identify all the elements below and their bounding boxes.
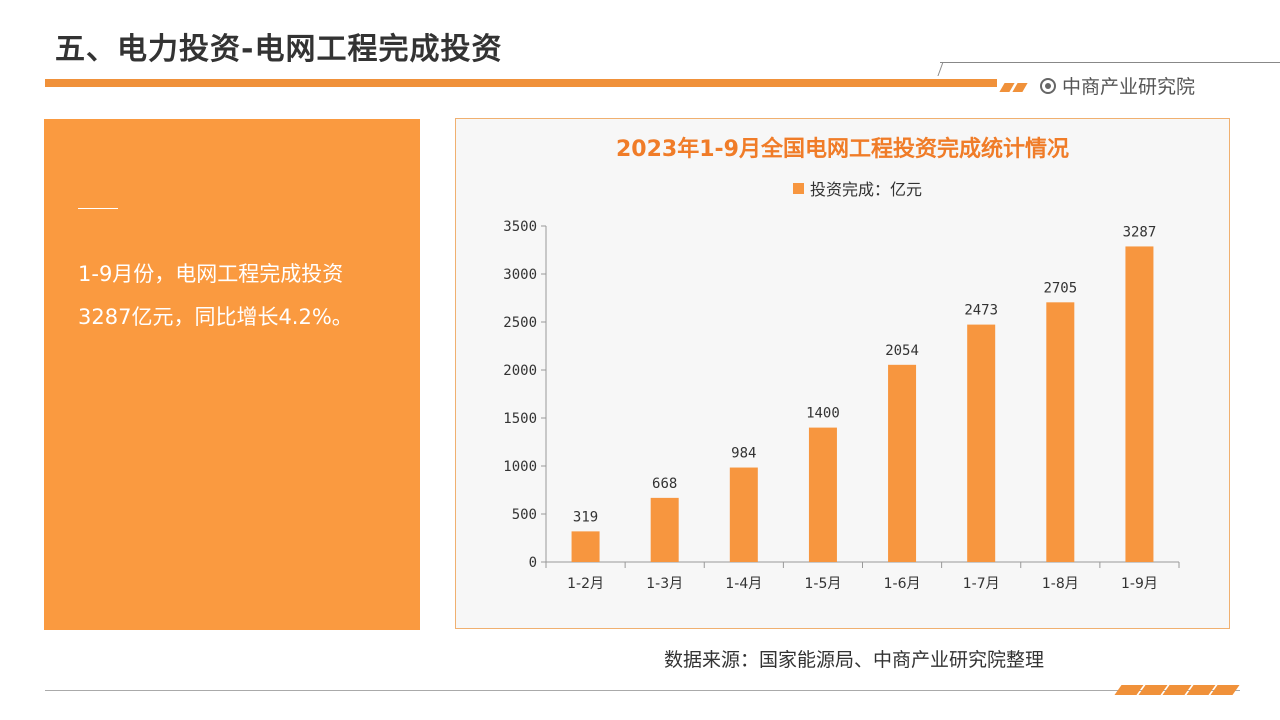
footer-line bbox=[45, 690, 1240, 691]
data-label: 2705 bbox=[1043, 280, 1077, 296]
bar-1-2月 bbox=[571, 531, 600, 562]
legend-label: 投资完成：亿元 bbox=[810, 180, 923, 199]
data-label: 3287 bbox=[1123, 224, 1157, 240]
y-tick-label: 0 bbox=[529, 555, 537, 571]
y-tick-label: 2500 bbox=[503, 315, 537, 331]
data-label: 2473 bbox=[964, 303, 998, 319]
bar-1-9月 bbox=[1125, 246, 1154, 562]
bar-1-5月 bbox=[808, 427, 837, 562]
header-divider-tick bbox=[937, 62, 944, 76]
bar-1-3月 bbox=[650, 497, 679, 562]
x-tick-label: 1-9月 bbox=[1121, 576, 1158, 592]
brand-logo: 中商产业研究院 bbox=[1040, 72, 1195, 99]
x-tick-label: 1-2月 bbox=[567, 576, 604, 592]
x-tick-label: 1-4月 bbox=[725, 576, 762, 592]
bar-1-4月 bbox=[729, 467, 758, 562]
summary-panel: 1-9月份，电网工程完成投资 3287亿元，同比增长4.2%。 bbox=[44, 119, 420, 630]
header-divider-line bbox=[940, 62, 1280, 63]
x-tick-label: 1-3月 bbox=[646, 576, 683, 592]
chart-panel: 2023年1-9月全国电网工程投资完成统计情况 投资完成：亿元 0 500 1000… bbox=[455, 118, 1230, 629]
chart-legend: 投资完成：亿元 bbox=[793, 176, 922, 200]
summary-line-2: 3287亿元，同比增长4.2%。 bbox=[78, 305, 353, 329]
x-tick-label: 1-8月 bbox=[1042, 576, 1079, 592]
summary-divider bbox=[78, 208, 118, 209]
y-tick-label: 3000 bbox=[503, 267, 537, 283]
data-label: 2054 bbox=[885, 343, 919, 359]
y-tick-label: 500 bbox=[512, 507, 537, 523]
brand-stripes-icon bbox=[999, 77, 1028, 96]
chart-title: 2023年1-9月全国电网工程投资完成统计情况 bbox=[616, 137, 1069, 162]
x-tick-label: 1-6月 bbox=[884, 576, 921, 592]
summary-text: 1-9月份，电网工程完成投资 3287亿元，同比增长4.2%。 bbox=[78, 253, 408, 339]
data-label: 1400 bbox=[806, 406, 840, 422]
page-title: 五、电力投资-电网工程完成投资 bbox=[55, 32, 503, 67]
data-label: 668 bbox=[652, 476, 677, 492]
summary-line-1: 1-9月份，电网工程完成投资 bbox=[78, 262, 344, 286]
data-label: 984 bbox=[731, 446, 756, 462]
title-underline-bar bbox=[45, 79, 997, 87]
footer-stripes-icon bbox=[1114, 680, 1240, 699]
y-tick-label: 1000 bbox=[503, 459, 537, 475]
data-source-note: 数据来源：国家能源局、中商产业研究院整理 bbox=[664, 649, 1045, 671]
y-tick-label: 2000 bbox=[503, 363, 537, 379]
y-tick-label: 3500 bbox=[503, 219, 537, 235]
bar-chart: 0 500 1000 1500 2000 2500 3000 3500 319 1-2月 668 1-… bbox=[503, 219, 1180, 592]
legend-swatch bbox=[793, 182, 804, 194]
bar-1-6月 bbox=[888, 364, 917, 562]
y-tick-label: 1500 bbox=[503, 411, 537, 427]
brand-circle-icon bbox=[1040, 77, 1056, 94]
brand-name: 中商产业研究院 bbox=[1062, 76, 1196, 98]
x-tick-label: 1-7月 bbox=[963, 576, 1000, 592]
data-label: 319 bbox=[573, 509, 598, 525]
bar-1-8月 bbox=[1046, 302, 1075, 562]
bar-1-7月 bbox=[967, 324, 996, 562]
x-tick-label: 1-5月 bbox=[805, 576, 842, 592]
